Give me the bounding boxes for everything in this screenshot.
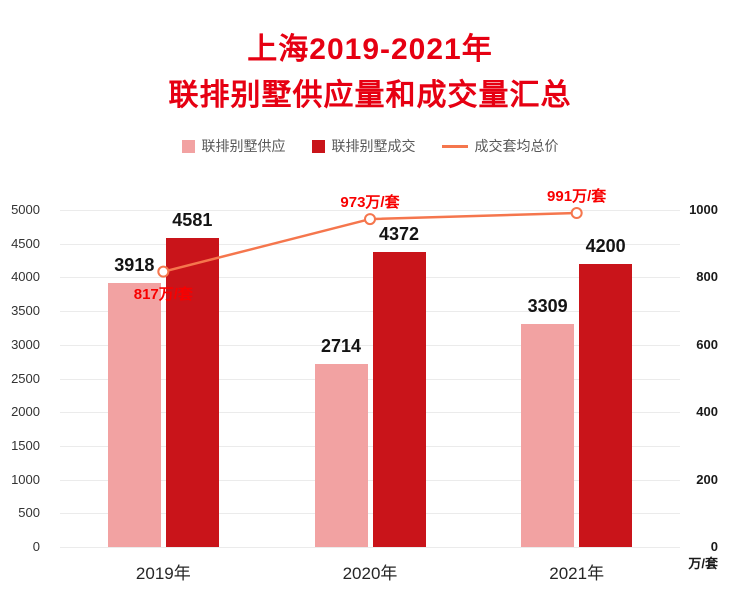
right-y-axis: 0 200 400 600 800 1000	[688, 202, 718, 554]
chart-title-line1: 上海2019-2021年	[247, 33, 493, 66]
legend-square-swatch	[181, 139, 195, 153]
gridline	[60, 445, 680, 447]
right-axis-unit: 万/套	[688, 556, 718, 571]
legend-item: 联排别墅供应	[181, 136, 286, 156]
left-y-axis: 0 500 1000 1500 2000 2500 3000 3500 4000 4500 5000	[0, 202, 40, 554]
deal-bar-2020年	[372, 252, 426, 547]
supply-bar-2020年	[314, 364, 368, 547]
gridline	[60, 344, 680, 346]
bar-value-label: 4372	[378, 224, 420, 245]
bar-value-label: 4581	[172, 210, 213, 231]
bar-wrap: 4200	[579, 235, 633, 547]
bar-group-2019年: 3918 4581	[60, 210, 267, 547]
price-point-label: 991万/套	[547, 188, 607, 206]
supply-bar-2021年	[521, 323, 575, 547]
left-axis-tick: 500	[18, 505, 40, 521]
bar-wrap: 4581	[165, 210, 219, 547]
gridline	[60, 378, 680, 380]
left-axis-tick: 1500	[11, 437, 40, 453]
bar-value-label: 3309	[527, 295, 568, 316]
left-axis-tick: 4500	[11, 235, 40, 251]
right-axis-tick: 1000	[689, 202, 718, 217]
bar-wrap: 4372	[372, 224, 426, 547]
bar-value-label: 4200	[585, 235, 626, 256]
gridline	[60, 479, 680, 481]
legend-label: 联排别墅供应	[201, 138, 286, 154]
right-axis-tick: 400	[696, 404, 718, 420]
left-axis-tick: 1000	[11, 471, 40, 487]
legend-item: 联排别墅成交	[311, 136, 416, 156]
bar-group-2021年: 3309 4200	[473, 210, 680, 547]
price-point-label: 973万/套	[340, 194, 400, 212]
bar-wrap: 3309	[521, 295, 575, 547]
legend: 联排别墅供应 联排别墅成交 成交套均总价	[0, 136, 740, 156]
left-axis-tick: 2500	[11, 370, 40, 386]
x-axis-label-2019年: 2019年	[135, 564, 191, 583]
left-axis-tick: 0	[32, 539, 40, 554]
gridline	[60, 277, 680, 279]
gridline	[60, 513, 680, 515]
left-axis-tick: 2000	[11, 404, 40, 420]
bar-value-label: 2714	[320, 336, 362, 357]
x-axis-label-2020年: 2020年	[342, 564, 398, 583]
bar-wrap: 3918	[107, 254, 161, 547]
gridline	[60, 547, 680, 548]
legend-label: 成交套均总价	[474, 138, 559, 154]
right-axis-tick: 800	[696, 269, 718, 285]
left-axis-tick: 3000	[11, 336, 40, 352]
legend-label: 联排别墅成交	[331, 138, 416, 154]
right-axis-tick: 0	[710, 539, 718, 554]
bar-value-label: 3918	[114, 254, 155, 275]
bar-group-2020年: 2714 4372	[267, 210, 474, 547]
left-axis-tick: 5000	[11, 202, 40, 217]
plot-area: 3918 4581 2714 4372 3309 4200 817万/套 973万/套 991…	[60, 188, 680, 548]
left-axis-tick: 4000	[11, 269, 40, 285]
bar-wrap: 2714	[314, 336, 368, 547]
bar-groups: 3918 4581 2714 4372 3309 4200	[60, 210, 680, 547]
deal-bar-2019年	[165, 238, 219, 547]
legend-line-swatch	[441, 144, 468, 148]
legend-square-swatch	[311, 139, 325, 153]
price-point-label: 817万/套	[133, 285, 193, 303]
deal-bar-2021年	[579, 263, 633, 547]
chart-title-line2: 联排别墅供应量和成交量汇总	[168, 79, 572, 112]
gridline	[60, 412, 680, 414]
x-axis-labels: 2019年 2020年 2021年	[60, 559, 680, 584]
gridline	[60, 210, 680, 211]
legend-item: 成交套均总价	[441, 136, 559, 156]
x-axis-label-2021年: 2021年	[549, 564, 605, 583]
right-axis-tick: 600	[696, 336, 718, 352]
left-axis-tick: 3500	[11, 303, 40, 319]
gridline	[60, 311, 680, 313]
supply-bar-2019年	[107, 282, 161, 547]
right-axis-tick: 200	[696, 471, 718, 487]
